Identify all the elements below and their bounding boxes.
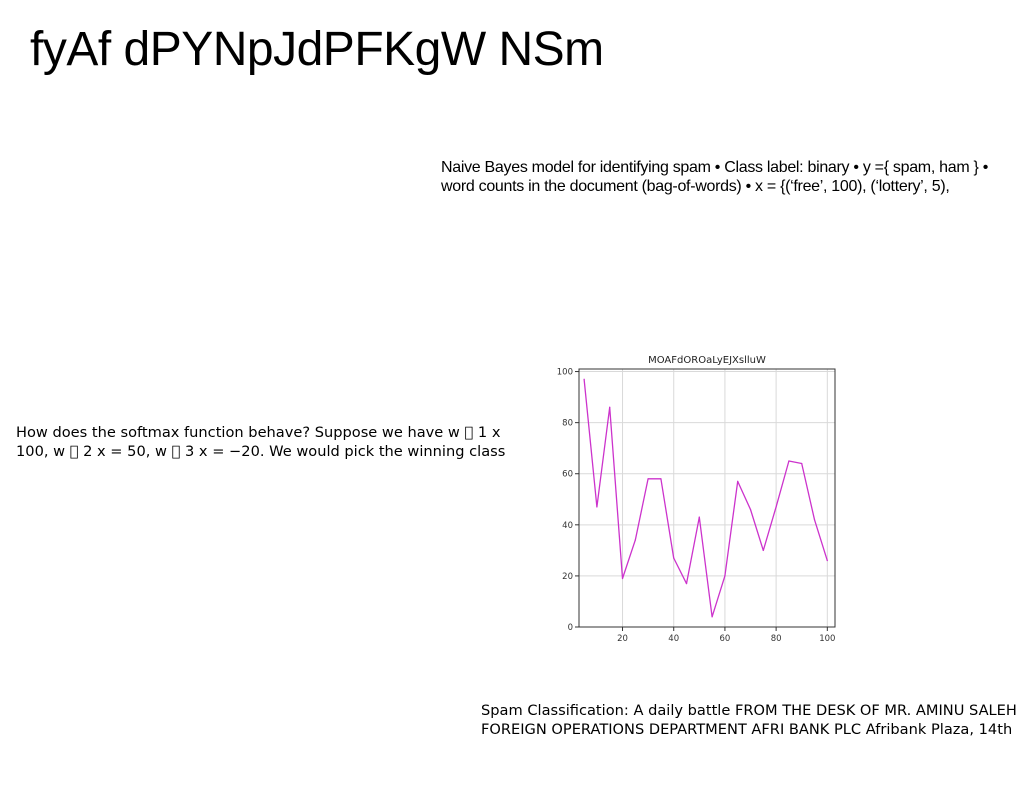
y-tick-label: 80 xyxy=(562,419,573,429)
x-tick-label: 20 xyxy=(617,634,628,644)
naive-bayes-line-2: word counts in the document (bag-of-word… xyxy=(441,178,950,195)
softmax-text: How does the softmax function behave? Su… xyxy=(16,423,505,461)
y-tick-label: 60 xyxy=(562,470,573,480)
data-point xyxy=(801,462,803,465)
y-tick-label: 20 xyxy=(562,572,573,582)
data-point xyxy=(673,557,675,559)
data-point xyxy=(762,549,764,551)
x-tick-label: 60 xyxy=(720,634,731,644)
data-point xyxy=(685,582,688,585)
data-point xyxy=(621,577,624,580)
y-tick-label: 40 xyxy=(562,521,573,531)
spam-line-1: Spam Classification: A daily battle FROM… xyxy=(481,702,1017,719)
y-tick-label: 0 xyxy=(568,623,573,633)
data-point xyxy=(698,516,700,518)
y-tick-label: 100 xyxy=(557,368,573,378)
data-point xyxy=(596,506,598,508)
data-point xyxy=(647,478,649,480)
x-tick-label: 80 xyxy=(771,634,782,644)
data-point xyxy=(609,406,611,408)
data-point xyxy=(634,539,636,541)
naive-bayes-line-1: Naive Bayes model for identifying spam •… xyxy=(441,159,988,176)
spam-text: Spam Classification: A daily battle FROM… xyxy=(481,701,1017,739)
page-title: fyAf dPYNpJdPFKgW NSm xyxy=(30,23,604,76)
plot-frame xyxy=(578,368,836,628)
x-tick-label: 100 xyxy=(819,634,835,644)
data-point xyxy=(724,575,726,577)
spam-line-2: FOREIGN OPERATIONS DEPARTMENT AFRI BANK … xyxy=(481,721,1013,738)
x-tick-label: 40 xyxy=(668,634,679,644)
data-point xyxy=(788,460,790,462)
data-point xyxy=(813,519,816,521)
data-point xyxy=(583,378,585,380)
chart-title: MOAFdOROaLyEJXslluW xyxy=(648,355,766,366)
data-point xyxy=(737,480,739,482)
data-point xyxy=(660,478,662,480)
data-point xyxy=(826,559,828,562)
softmax-line-2: 100, w   2 x = 50, w   3 x = −20. We wou… xyxy=(16,443,506,460)
line-chart: 20 40 60 80 100 0 20 40 60 80 100 MOAFdOROaLyEJXsll… xyxy=(555,350,845,650)
softmax-line-1: How does the softmax function behave? Su… xyxy=(16,424,501,441)
data-point xyxy=(711,616,713,618)
data-point xyxy=(775,506,777,508)
line-chart-svg: 20 40 60 80 100 0 20 40 60 80 100 MOAFdOROaLyEJXsll… xyxy=(557,355,836,644)
data-point xyxy=(749,508,752,511)
series-line xyxy=(583,379,828,618)
naive-bayes-text: Naive Bayes model for identifying spam •… xyxy=(441,158,988,196)
